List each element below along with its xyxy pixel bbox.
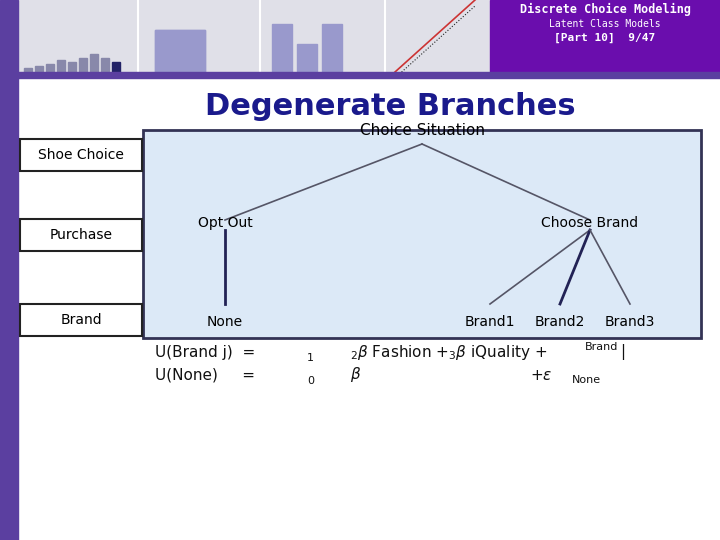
Text: Brand2: Brand2	[535, 315, 585, 329]
Bar	[297, 44, 317, 72]
Text: $+ \varepsilon$: $+ \varepsilon$	[530, 368, 552, 382]
Bar	[155, 30, 205, 72]
Text: Choose Brand: Choose Brand	[541, 216, 639, 230]
Bar	[20, 304, 142, 336]
Bar	[0, 72, 720, 78]
Text: Degenerate Branches: Degenerate Branches	[204, 92, 575, 121]
Text: 1: 1	[307, 353, 314, 363]
Text: Brand3: Brand3	[605, 315, 655, 329]
Text: Brand: Brand	[60, 313, 102, 327]
Bar	[272, 24, 292, 72]
Bar	[322, 24, 342, 72]
Text: None: None	[207, 315, 243, 329]
Text: None: None	[572, 375, 601, 385]
Bar	[20, 219, 142, 251]
Bar	[24, 68, 32, 72]
Text: Discrete Choice Modeling: Discrete Choice Modeling	[520, 3, 690, 16]
Text: [Part 10]  9/47: [Part 10] 9/47	[554, 33, 656, 43]
Text: U(None)     =: U(None) =	[155, 368, 255, 382]
Text: |: |	[620, 344, 625, 360]
Bar	[490, 0, 720, 72]
Bar	[0, 0, 720, 72]
Text: Latent Class Models: Latent Class Models	[549, 19, 661, 29]
Text: $\beta$: $\beta$	[350, 366, 361, 384]
Bar	[90, 54, 98, 72]
Bar	[57, 60, 65, 72]
Bar	[101, 58, 109, 72]
Text: Purchase: Purchase	[50, 228, 112, 242]
Text: Choice Situation: Choice Situation	[359, 123, 485, 138]
Bar	[18, 0, 490, 72]
Bar	[143, 130, 701, 338]
Text: Shoe Choice: Shoe Choice	[38, 148, 124, 162]
Text: 0: 0	[307, 376, 314, 386]
Bar	[0, 0, 18, 540]
Text: Brand1: Brand1	[464, 315, 516, 329]
Bar	[155, 30, 205, 72]
Text: Brand: Brand	[585, 342, 618, 352]
Bar	[68, 62, 76, 72]
Text: $_{2}\beta$ Fashion $+_{3}\beta$ iQuality $+$: $_{2}\beta$ Fashion $+_{3}\beta$ iQualit…	[350, 342, 547, 361]
Bar	[79, 58, 87, 72]
Bar	[20, 139, 142, 171]
Text: U(Brand j)  =: U(Brand j) =	[155, 345, 256, 360]
Text: Opt Out: Opt Out	[197, 216, 253, 230]
Bar	[35, 66, 43, 72]
Bar	[46, 64, 54, 72]
Bar	[112, 62, 120, 72]
